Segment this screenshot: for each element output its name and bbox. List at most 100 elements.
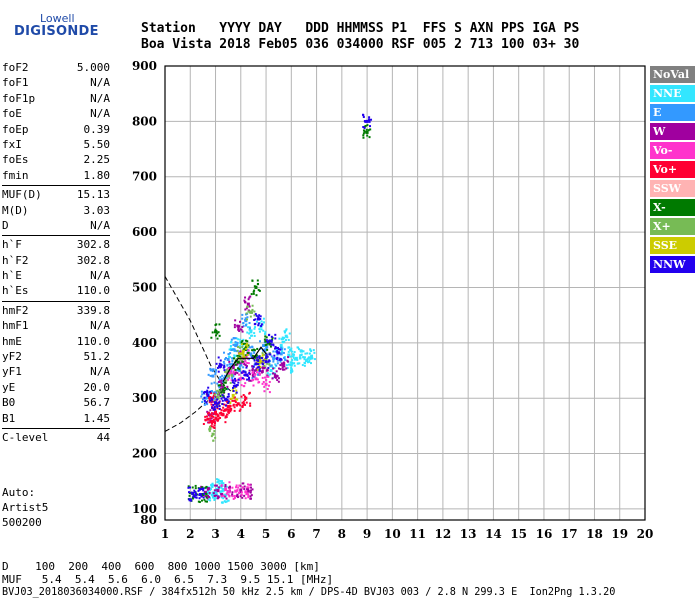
echo-point: [236, 343, 239, 346]
echo-point: [232, 497, 235, 500]
echo-point: [265, 343, 268, 346]
echo-point: [246, 345, 249, 348]
echo-point: [243, 488, 246, 491]
echo-point: [216, 392, 219, 395]
echo-point: [230, 340, 233, 343]
echo-point: [217, 380, 220, 383]
echo-point: [246, 378, 249, 381]
echo-point: [243, 494, 246, 497]
echo-point: [212, 493, 215, 496]
echo-point: [256, 356, 259, 359]
echo-point: [208, 401, 211, 404]
echo-point: [208, 491, 211, 494]
x-tick-label: 4: [237, 527, 245, 541]
echo-point: [244, 348, 247, 351]
echo-point: [250, 310, 253, 313]
echo-point: [209, 414, 212, 417]
echo-point: [362, 113, 365, 116]
echo-point: [244, 382, 247, 385]
echo-point: [265, 353, 268, 356]
echo-point: [238, 352, 241, 355]
echo-point: [231, 357, 234, 360]
echo-point: [238, 484, 241, 487]
echo-point: [223, 408, 226, 411]
echo-point: [246, 486, 249, 489]
echo-point: [214, 496, 217, 499]
param-name: B0: [2, 396, 16, 410]
echo-point: [226, 371, 229, 374]
echo-point: [255, 369, 258, 372]
echo-point: [296, 358, 299, 361]
echo-point: [241, 360, 244, 363]
echo-point: [265, 345, 268, 348]
echo-point: [242, 353, 245, 356]
echo-point: [231, 363, 234, 366]
echo-point: [270, 335, 273, 338]
echo-point: [259, 326, 262, 329]
echo-point: [270, 355, 273, 358]
echo-point: [202, 492, 205, 495]
echo-point: [223, 500, 226, 503]
echo-point: [249, 497, 252, 500]
echo-point: [205, 500, 208, 503]
echo-point: [259, 315, 262, 318]
echo-point: [201, 393, 204, 396]
echo-point: [289, 361, 292, 364]
echo-point: [234, 373, 237, 376]
echo-point: [213, 422, 216, 425]
echo-point: [263, 353, 266, 356]
echo-point: [206, 397, 209, 400]
echo-point: [247, 310, 250, 313]
echo-point: [210, 382, 213, 385]
echo-point: [214, 416, 217, 419]
echo-point: [205, 401, 208, 404]
echo-point: [246, 331, 249, 334]
echo-point: [268, 363, 271, 366]
echo-point: [206, 393, 210, 397]
echo-point: [268, 353, 271, 356]
echo-point: [256, 359, 259, 362]
echo-point: [240, 384, 243, 387]
param-value: 44: [96, 430, 110, 444]
echo-point: [256, 378, 259, 381]
param-row: B1 1.45: [2, 411, 110, 426]
echo-point: [253, 359, 256, 362]
echo-point: [269, 369, 273, 373]
echo-point: [291, 355, 294, 358]
auto-code: 500200: [2, 516, 42, 529]
echo-point: [246, 351, 249, 354]
echo-point: [304, 352, 307, 355]
echo-point: [190, 499, 193, 502]
echo-point: [271, 377, 274, 380]
echo-point: [216, 406, 219, 409]
echo-point: [210, 435, 213, 438]
param-name: yF1: [2, 365, 22, 379]
echo-point: [229, 382, 232, 385]
param-value: 110.0: [76, 334, 110, 348]
echo-point: [208, 428, 211, 431]
echo-point: [236, 404, 239, 407]
echo-point: [233, 356, 236, 359]
y-tick-label: 800: [132, 114, 157, 128]
param-row: yE 20.0: [2, 380, 110, 395]
param-name: D: [2, 218, 9, 232]
echo-point: [263, 338, 266, 341]
echo-point: [362, 134, 365, 137]
echo-point: [231, 381, 234, 384]
echo-point: [239, 362, 242, 365]
echo-point: [189, 498, 192, 501]
echo-point: [232, 403, 235, 406]
param-name: fxI: [2, 137, 22, 151]
echo-point: [253, 318, 256, 321]
echo-point: [251, 374, 254, 377]
echo-point: [218, 495, 221, 498]
echo-point: [260, 324, 263, 327]
echo-point: [193, 495, 196, 498]
echo-point: [220, 378, 223, 381]
x-tick-label: 19: [611, 527, 628, 541]
echo-point: [257, 316, 260, 319]
echo-point: [236, 372, 239, 375]
echo-point: [229, 345, 232, 348]
echo-point: [257, 282, 260, 285]
echo-point: [276, 356, 279, 359]
